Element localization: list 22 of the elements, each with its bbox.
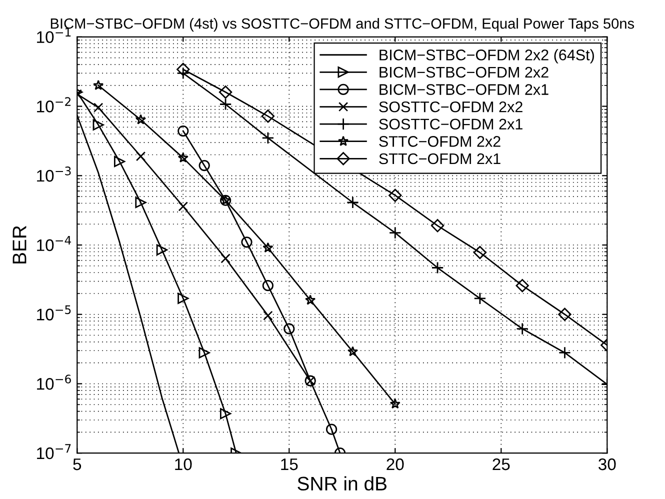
legend-label: STTC−OFDM 2x1: [379, 153, 500, 164]
x-tick-label: 5: [73, 458, 82, 470]
y-tick-label: 10$^{−4}$: [37, 236, 72, 252]
x-tick-label: 25: [492, 458, 510, 470]
x-tick-label: 15: [281, 458, 298, 470]
y-tick-label: 10$^{−3}$: [37, 166, 71, 182]
y-tick-label: 10$^{−5}$: [37, 305, 71, 320]
y-axis-title: BER: [12, 226, 26, 264]
legend-label: SOSTTC−OFDM 2x1: [379, 118, 522, 130]
y-tick-label: 10$^{−2}$: [37, 97, 71, 112]
y-tick-label: 10$^{−1}$: [37, 28, 71, 44]
legend-label: SOSTTC−OFDM 2x2: [379, 101, 522, 112]
y-tick-label: 10$^{−7}$: [37, 444, 71, 460]
legend-label: STTC−OFDM 2x2: [379, 136, 500, 147]
legend-label: BICM−STBC−OFDM 2x2: [380, 66, 548, 78]
x-tick-label: 20: [386, 458, 404, 470]
x-axis-title: SNR in dB: [298, 476, 387, 491]
x-tick-label: 30: [598, 458, 616, 470]
x-tick-label: 10: [175, 458, 192, 470]
y-tick-label: 10$^{−6}$: [37, 374, 71, 390]
legend-label: BICM−STBC−OFDM 2x1: [380, 84, 548, 95]
legend-label: BICM−STBC−OFDM 2x2 (64St): [380, 49, 594, 64]
